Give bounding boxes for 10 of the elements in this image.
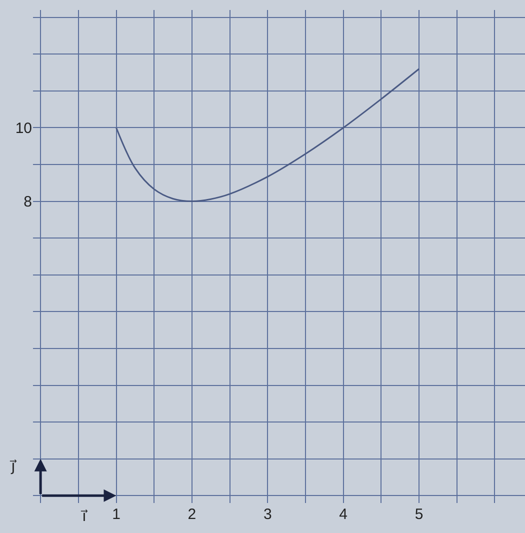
- x-tick-label: 1: [112, 506, 120, 523]
- text: j⃗: [9, 457, 17, 475]
- x-tick-label: 5: [414, 506, 424, 523]
- text: i⃗: [80, 507, 88, 525]
- x-tick-label: 4: [339, 506, 348, 523]
- line-series: [116, 68, 420, 202]
- x-tick-label: 2: [188, 506, 196, 523]
- y-tick-label: 10: [15, 120, 32, 137]
- x-tick-label: 3: [263, 506, 272, 523]
- y-tick-label: 8: [24, 194, 32, 211]
